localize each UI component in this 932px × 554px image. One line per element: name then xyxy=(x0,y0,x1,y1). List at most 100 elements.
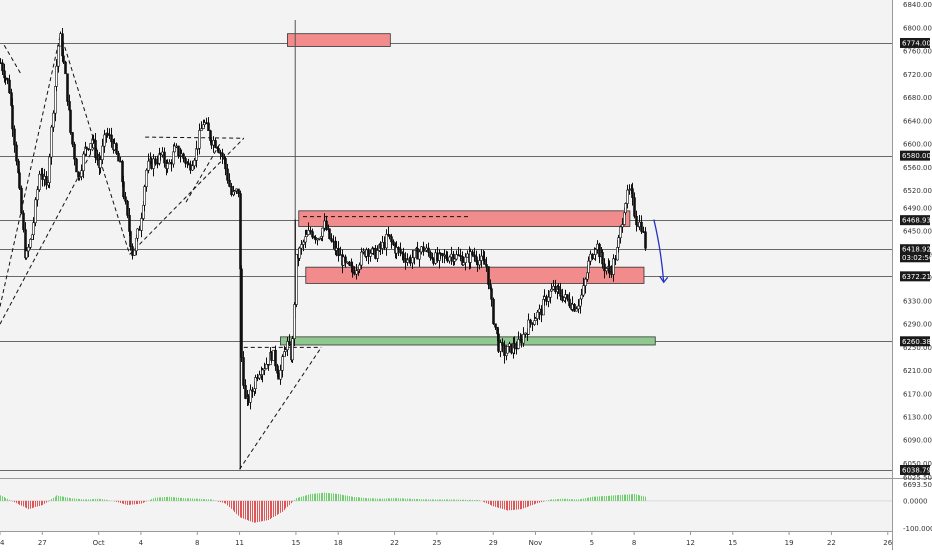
candle-205 xyxy=(360,247,363,270)
time-tick-0: 24 xyxy=(0,539,5,547)
candle-body-113 xyxy=(198,130,201,149)
candle-body-238 xyxy=(418,251,421,260)
candle-181 xyxy=(318,237,321,241)
candle-body-5 xyxy=(8,79,11,94)
candle-183 xyxy=(321,227,324,242)
candle-body-340 xyxy=(598,243,601,258)
candle-body-61 xyxy=(106,132,109,135)
candle-21 xyxy=(36,186,39,207)
candle-280 xyxy=(492,297,495,326)
candle-334 xyxy=(587,256,590,279)
candle-323 xyxy=(568,292,571,309)
candle-body-43 xyxy=(75,158,78,173)
candle-198 xyxy=(348,261,351,267)
price-tag-6: 6260.38 xyxy=(902,338,931,346)
candle-149 xyxy=(261,368,264,383)
candle-57 xyxy=(99,155,102,174)
candle-326 xyxy=(573,303,576,313)
candle-body-84 xyxy=(147,160,150,171)
candle-49 xyxy=(85,146,88,156)
candle-61 xyxy=(106,127,109,138)
price-tick-5: 6640.00 xyxy=(903,117,932,125)
candle-body-49 xyxy=(85,146,88,150)
candle-139 xyxy=(244,379,247,400)
candle-348 xyxy=(612,254,615,282)
price-tag-5: 6372.21 xyxy=(902,273,931,281)
candle-body-189 xyxy=(332,240,335,243)
candle-body-223 xyxy=(392,241,395,246)
candle-body-259 xyxy=(455,254,458,260)
candle-body-95 xyxy=(166,163,169,169)
candle-311 xyxy=(547,290,550,308)
candle-body-279 xyxy=(490,288,493,300)
candle-body-342 xyxy=(601,252,604,265)
candle-45 xyxy=(78,172,81,181)
candle-body-112 xyxy=(196,147,199,150)
candle-118 xyxy=(207,117,210,131)
candle-body-50 xyxy=(87,148,90,151)
candle-body-63 xyxy=(110,134,113,143)
candle-body-141 xyxy=(247,396,250,403)
candle-219 xyxy=(385,229,388,256)
candle-46 xyxy=(80,164,83,181)
indicator-pane-background xyxy=(0,479,892,531)
candle-body-72 xyxy=(126,200,129,216)
candle-47 xyxy=(82,151,85,179)
candle-body-114 xyxy=(200,128,203,131)
candle-58 xyxy=(101,138,104,165)
price-tick-18: 6130.00 xyxy=(903,414,932,422)
candle-4 xyxy=(6,77,9,85)
candle-156 xyxy=(274,345,277,371)
candle-40 xyxy=(69,109,72,135)
candle-28 xyxy=(48,153,51,189)
candle-body-353 xyxy=(621,224,624,228)
candle-body-327 xyxy=(575,308,578,312)
candle-126 xyxy=(221,148,224,164)
candle-body-160 xyxy=(281,356,284,371)
candle-255 xyxy=(448,255,451,264)
candle-body-179 xyxy=(314,237,317,241)
candle-body-177 xyxy=(311,231,314,238)
candle-170 xyxy=(298,246,301,262)
candle-185 xyxy=(325,215,328,231)
candle-12 xyxy=(20,185,23,215)
candle-70 xyxy=(122,175,125,200)
candle-body-222 xyxy=(390,236,393,243)
candle-body-322 xyxy=(566,294,569,300)
candle-277 xyxy=(487,266,490,290)
candle-281 xyxy=(494,323,497,330)
candle-19 xyxy=(32,217,35,240)
candle-body-13 xyxy=(22,212,25,230)
time-tick-16: 19 xyxy=(785,539,794,547)
candle-87 xyxy=(152,154,155,177)
candle-body-75 xyxy=(131,246,134,256)
candle-95 xyxy=(166,159,169,173)
price-tick-4: 6680.00 xyxy=(903,94,932,102)
candle-body-124 xyxy=(217,147,220,153)
candle-body-139 xyxy=(244,385,247,399)
candle-body-268 xyxy=(471,251,474,256)
candle-body-175 xyxy=(307,230,310,235)
candle-body-261 xyxy=(459,255,462,257)
candle-body-330 xyxy=(580,294,583,300)
candle-body-366 xyxy=(644,231,647,249)
candle-body-168 xyxy=(295,254,298,305)
candle-body-343 xyxy=(603,263,606,272)
candle-body-304 xyxy=(534,318,537,321)
candle-133 xyxy=(233,189,236,196)
price-tick-13: 6330.00 xyxy=(903,297,932,305)
candle-177 xyxy=(311,228,314,240)
candle-13 xyxy=(22,210,25,233)
candle-body-51 xyxy=(89,143,92,150)
price-tag-2: 6468.93 xyxy=(902,217,931,225)
candle-body-174 xyxy=(305,234,308,237)
candle-167 xyxy=(293,302,296,347)
candle-body-98 xyxy=(172,151,175,165)
candle-body-263 xyxy=(462,262,465,266)
candle-body-166 xyxy=(291,338,294,361)
candle-110 xyxy=(193,157,196,170)
candle-body-104 xyxy=(182,153,185,159)
candle-313 xyxy=(550,283,553,292)
candle-body-33 xyxy=(57,45,60,67)
